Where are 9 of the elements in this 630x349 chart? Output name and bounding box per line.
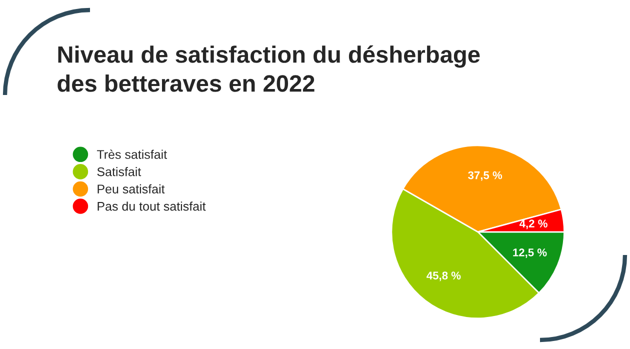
legend-label: Peu satisfait: [98, 184, 165, 194]
data-label: 12,5 %: [513, 248, 547, 258]
legend-label: Satisfait: [97, 167, 142, 176]
data-label: 37,5 %: [468, 171, 502, 181]
data-label: 45,8 %: [426, 272, 461, 282]
legend-label: Très satisfait: [96, 150, 167, 159]
data-label: 4,2 %: [519, 220, 548, 230]
chart-title: Niveau de satisfaction du désherbage des betteraves en 2022: [58, 45, 480, 92]
legend-label: Pas du tout satisfait: [98, 202, 206, 211]
